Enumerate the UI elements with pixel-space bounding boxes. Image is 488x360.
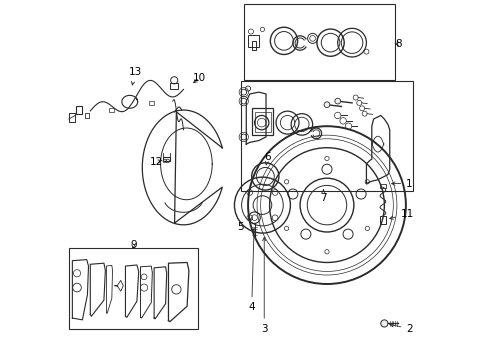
Text: 8: 8 xyxy=(394,39,401,49)
Bar xyxy=(109,108,114,112)
Bar xyxy=(163,157,169,161)
Text: 13: 13 xyxy=(128,67,142,85)
Text: 5: 5 xyxy=(237,219,251,231)
Bar xyxy=(379,184,385,188)
Text: 11: 11 xyxy=(389,209,413,219)
Bar xyxy=(247,35,258,47)
Bar xyxy=(69,113,75,122)
Text: 12: 12 xyxy=(150,157,163,167)
Bar xyxy=(254,112,270,132)
Bar xyxy=(244,4,394,80)
Text: 3: 3 xyxy=(261,238,267,334)
Text: 2: 2 xyxy=(389,323,412,334)
Bar xyxy=(251,41,255,50)
Bar xyxy=(170,83,178,89)
Circle shape xyxy=(324,102,329,108)
Bar xyxy=(251,108,273,135)
Text: 10: 10 xyxy=(193,73,206,83)
Bar xyxy=(85,113,89,118)
Bar xyxy=(76,107,82,114)
Text: 1: 1 xyxy=(391,179,412,189)
Text: 9: 9 xyxy=(130,239,136,249)
Text: 6: 6 xyxy=(264,152,270,165)
Bar xyxy=(148,101,153,105)
Bar xyxy=(69,248,198,329)
Circle shape xyxy=(334,98,340,104)
Text: 4: 4 xyxy=(248,229,255,312)
Circle shape xyxy=(380,320,387,327)
Text: 7: 7 xyxy=(320,190,326,203)
Bar xyxy=(241,81,412,191)
Bar xyxy=(379,216,385,224)
